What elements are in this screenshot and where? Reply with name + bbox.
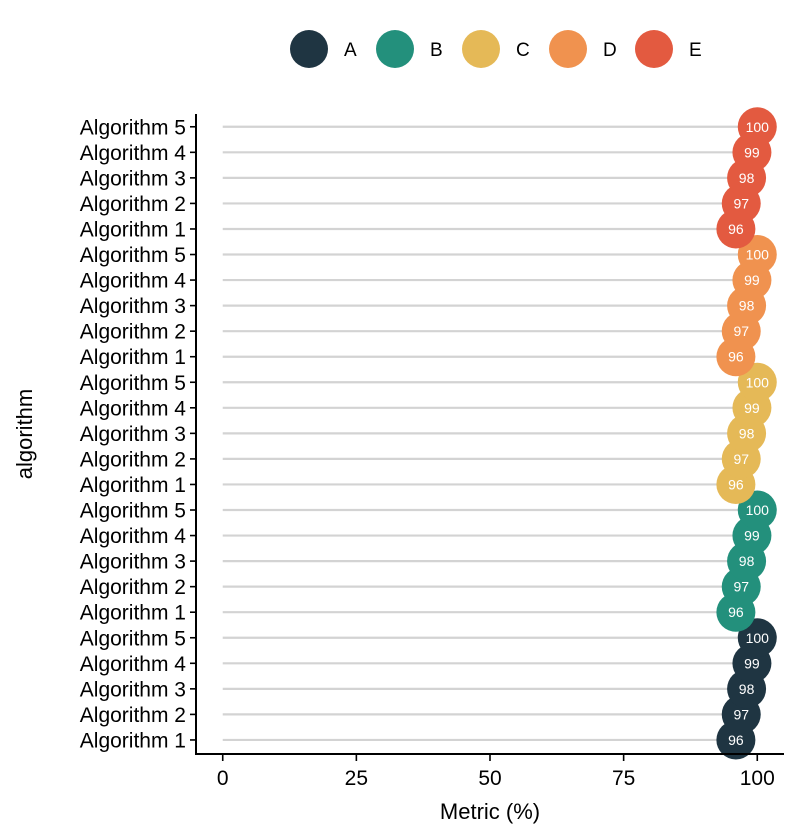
dot-label-B-5: 100 (746, 502, 770, 518)
legend-label-E: E (689, 40, 702, 61)
legend-label-A: A (344, 40, 357, 61)
dot-label-D-4: 99 (744, 272, 760, 288)
dot-label-D-3: 98 (739, 298, 755, 314)
y-tick-label: Algorithm 4 (80, 397, 187, 420)
dot-label-B-1: 96 (728, 604, 744, 620)
dot-label-A-2: 97 (733, 706, 749, 722)
dot-label-C-4: 99 (744, 400, 760, 416)
y-tick-label: Algorithm 3 (80, 295, 186, 318)
y-tick-label: Algorithm 5 (80, 244, 186, 267)
y-tick-label: Algorithm 1 (80, 474, 186, 497)
x-tick-label: 0 (217, 767, 229, 790)
dot-E-5 (737, 107, 777, 147)
legend-swatch-A (290, 30, 328, 68)
dot-label-B-4: 99 (744, 528, 760, 544)
dot-label-D-2: 97 (733, 323, 749, 339)
dot-label-C-2: 97 (733, 451, 749, 467)
dot-label-A-3: 98 (739, 681, 755, 697)
x-axis-ticks: 0 25 50 75 100 (217, 754, 775, 790)
legend-label-B: B (430, 40, 443, 61)
dot-A-5 (737, 618, 777, 658)
legend-label-C: C (516, 40, 530, 61)
legend: A B C D E (290, 30, 702, 68)
y-tick-label: Algorithm 2 (80, 321, 186, 344)
y-tick-label: Algorithm 3 (80, 678, 186, 701)
y-tick-label: Algorithm 1 (80, 346, 186, 369)
y-tick-label: Algorithm 3 (80, 551, 186, 574)
y-tick-label: Algorithm 1 (80, 602, 186, 625)
x-tick-label: 50 (478, 767, 501, 790)
y-tick-label: Algorithm 5 (80, 627, 186, 650)
x-axis-title: Metric (%) (440, 799, 540, 824)
legend-swatch-D (549, 30, 587, 68)
y-tick-label: Algorithm 2 (80, 576, 186, 599)
x-tick-label: 100 (740, 767, 775, 790)
dot-label-C-5: 100 (746, 374, 770, 390)
legend-swatch-C (462, 30, 500, 68)
dot-label-E-1: 96 (728, 221, 744, 237)
y-tick-label: Algorithm 2 (80, 193, 186, 216)
dot-label-A-4: 99 (744, 655, 760, 671)
dot-label-C-1: 96 (728, 476, 744, 492)
lollipop-dots: 9697989910096979899100969798991009697989… (716, 107, 777, 760)
y-tick-label: Algorithm 1 (80, 218, 186, 241)
y-tick-label: Algorithm 4 (80, 270, 187, 293)
dot-label-A-1: 96 (728, 732, 744, 748)
dot-label-B-2: 97 (733, 579, 749, 595)
dot-label-D-1: 96 (728, 349, 744, 365)
dot-B-5 (737, 490, 777, 530)
x-tick-label: 25 (345, 767, 368, 790)
y-tick-label: Algorithm 2 (80, 448, 186, 471)
y-tick-label: Algorithm 5 (80, 372, 186, 395)
legend-swatch-E (635, 30, 673, 68)
dot-label-E-4: 99 (744, 144, 760, 160)
dot-label-C-3: 98 (739, 425, 755, 441)
y-tick-label: Algorithm 4 (80, 525, 187, 548)
dot-C-5 (737, 362, 777, 402)
y-tick-label: Algorithm 1 (80, 729, 186, 752)
y-axis-title: algorithm (12, 389, 37, 479)
dot-label-E-5: 100 (746, 119, 770, 135)
y-tick-label: Algorithm 5 (80, 500, 186, 523)
dot-label-A-5: 100 (746, 630, 770, 646)
y-tick-label: Algorithm 3 (80, 423, 186, 446)
dot-label-B-3: 98 (739, 553, 755, 569)
dot-label-E-3: 98 (739, 170, 755, 186)
legend-label-D: D (603, 40, 617, 61)
y-tick-label: Algorithm 3 (80, 167, 186, 190)
y-tick-label: Algorithm 4 (80, 142, 187, 165)
x-tick-label: 75 (612, 767, 635, 790)
legend-swatch-B (376, 30, 414, 68)
y-tick-label: Algorithm 2 (80, 704, 186, 727)
y-tick-label: Algorithm 4 (80, 653, 187, 676)
lollipop-segments (222, 125, 758, 742)
dot-label-E-2: 97 (733, 195, 749, 211)
dot-D-5 (737, 235, 777, 275)
dot-label-D-5: 100 (746, 247, 770, 263)
y-tick-label: Algorithm 5 (80, 116, 186, 139)
